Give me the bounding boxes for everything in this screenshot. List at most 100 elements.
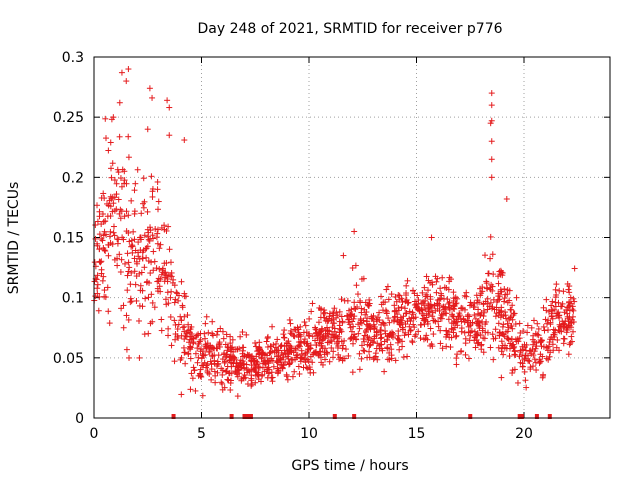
data-point [97, 259, 104, 266]
data-point [338, 313, 345, 320]
data-point [164, 289, 171, 296]
data-point [535, 325, 542, 332]
data-point [188, 370, 195, 377]
data-point [496, 329, 503, 336]
data-point [490, 356, 497, 363]
data-point [358, 355, 365, 362]
data-point [358, 342, 365, 349]
data-point [98, 270, 105, 277]
data-point [430, 317, 437, 324]
data-point [200, 352, 207, 359]
data-point [219, 386, 226, 393]
data-point [286, 360, 293, 367]
data-point [165, 223, 172, 230]
data-point [268, 343, 275, 350]
data-point [441, 284, 448, 291]
data-point [123, 208, 130, 215]
data-point [102, 294, 109, 301]
data-point [240, 353, 247, 360]
data-point [388, 355, 395, 362]
data-point [280, 331, 287, 338]
data-point [506, 297, 513, 304]
data-point [272, 344, 279, 351]
data-point [206, 370, 213, 377]
data-point [108, 174, 115, 181]
data-point [462, 351, 469, 358]
data-point [425, 287, 432, 294]
data-point [257, 346, 264, 353]
data-point [318, 307, 325, 314]
data-point [297, 354, 304, 361]
y-tick-label: 0.2 [62, 170, 84, 186]
data-point [475, 306, 482, 313]
data-point [208, 376, 215, 383]
data-point [214, 360, 221, 367]
data-point [225, 377, 232, 384]
data-point [131, 187, 138, 194]
data-point [548, 302, 555, 309]
data-point [383, 308, 390, 315]
data-point [139, 249, 146, 256]
data-point [474, 340, 481, 347]
data-point [243, 331, 250, 338]
data-point [453, 355, 460, 362]
data-point [125, 268, 132, 275]
data-point [505, 336, 512, 343]
data-point [404, 277, 411, 284]
data-point [286, 347, 293, 354]
data-point [179, 304, 186, 311]
data-point [121, 213, 128, 220]
x-tick-label: 20 [515, 426, 533, 442]
data-point [108, 165, 115, 172]
data-point [121, 168, 128, 175]
data-point [465, 355, 472, 362]
data-point [109, 160, 116, 167]
data-point [213, 331, 220, 338]
data-point [229, 336, 236, 343]
data-point [485, 270, 492, 277]
data-point [302, 322, 309, 329]
data-point [437, 314, 444, 321]
data-point [107, 203, 114, 210]
data-point [181, 290, 188, 297]
data-point [116, 133, 123, 140]
data-point [534, 331, 541, 338]
data-point [325, 317, 332, 324]
data-point [487, 255, 494, 262]
data-point [384, 344, 391, 351]
data-point [165, 300, 172, 307]
data-point [392, 313, 399, 320]
data-point [347, 336, 354, 343]
data-point [123, 228, 130, 235]
data-point [171, 299, 178, 306]
data-point [214, 369, 221, 376]
data-point [499, 323, 506, 330]
data-point [145, 330, 152, 337]
data-point [187, 355, 194, 362]
data-point [336, 322, 343, 329]
data-point [378, 301, 385, 308]
data-point [379, 347, 386, 354]
data-point [420, 312, 427, 319]
data-point [528, 324, 535, 331]
data-point [503, 315, 510, 322]
data-point [178, 391, 185, 398]
data-point [131, 268, 138, 275]
data-point [429, 313, 436, 320]
data-point [138, 269, 145, 276]
data-point [399, 326, 406, 333]
data-point [244, 380, 251, 387]
data-point [464, 319, 471, 326]
data-point [302, 350, 309, 357]
data-point [173, 289, 180, 296]
data-point [435, 318, 442, 325]
data-point [465, 311, 472, 318]
data-point [154, 230, 161, 237]
data-point [150, 267, 157, 274]
data-point [571, 298, 578, 305]
data-point [141, 264, 148, 271]
data-point [495, 280, 502, 287]
data-point [385, 315, 392, 322]
data-point [120, 236, 127, 243]
data-point [468, 301, 475, 308]
